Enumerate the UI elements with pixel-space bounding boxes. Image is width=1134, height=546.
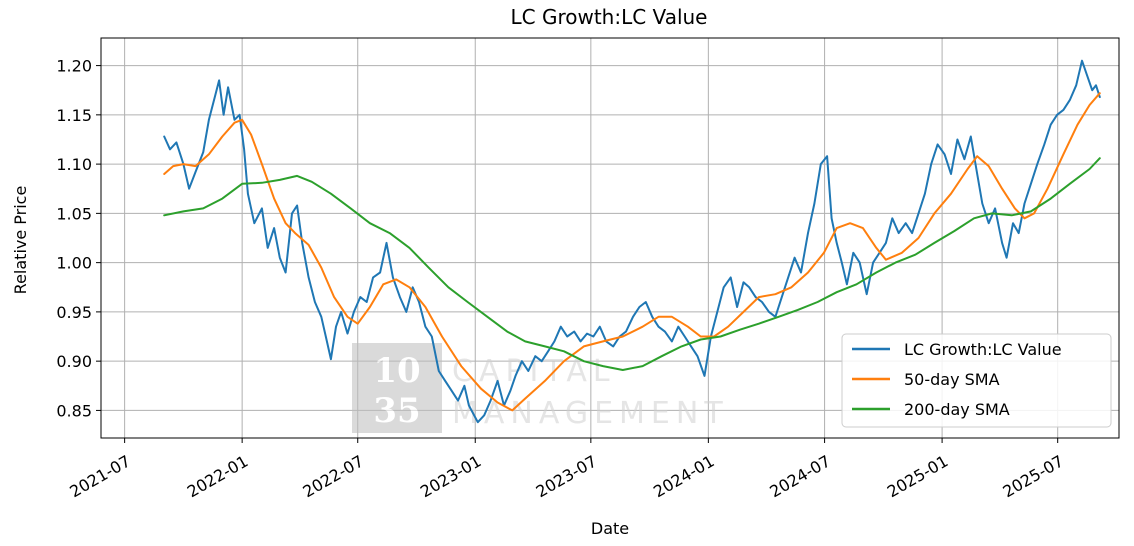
series-line-2[interactable] [163, 92, 1101, 412]
y-tick-label: 1.15 [56, 106, 92, 125]
watermark: 10 35 CAPITAL MANAGEMENT [352, 343, 729, 433]
y-tick-label: 0.85 [56, 401, 92, 420]
x-axis-title: Date [591, 519, 629, 538]
watermark-line2: MANAGEMENT [452, 396, 729, 431]
plot-frame [100, 37, 1120, 439]
legend-label-1: LC Growth:LC Value [904, 340, 1062, 359]
legend-box [841, 333, 1112, 428]
y-axis: 0.85 0.90 0.95 1.00 1.05 1.10 1.15 1.20 [56, 57, 101, 420]
watermark-logo-top: 10 [373, 351, 420, 391]
y-tick-label: 1.10 [56, 155, 92, 174]
legend-label-3: 200-day SMA [904, 400, 1010, 419]
series-line-3[interactable] [163, 157, 1101, 371]
y-tick-label: 0.95 [56, 303, 92, 322]
watermark-logo-bottom: 35 [373, 391, 420, 431]
y-tick-label: 0.90 [56, 352, 92, 371]
legend-label-2: 50-day SMA [904, 370, 1000, 389]
watermark-logo [352, 343, 442, 433]
series-layer [163, 59, 1101, 424]
chart-title: LC Growth:LC Value [511, 5, 708, 29]
y-axis-title: Relative Price [11, 186, 30, 295]
y-tick-label: 1.00 [56, 254, 92, 273]
legend[interactable]: LC Growth:LC Value 50-day SMA 200-day SMA [841, 333, 1112, 428]
y-tick-label: 1.05 [56, 204, 92, 223]
y-tick-label: 1.20 [56, 57, 92, 76]
watermark-line1: CAPITAL [452, 354, 616, 389]
series-line-1[interactable] [163, 59, 1101, 424]
